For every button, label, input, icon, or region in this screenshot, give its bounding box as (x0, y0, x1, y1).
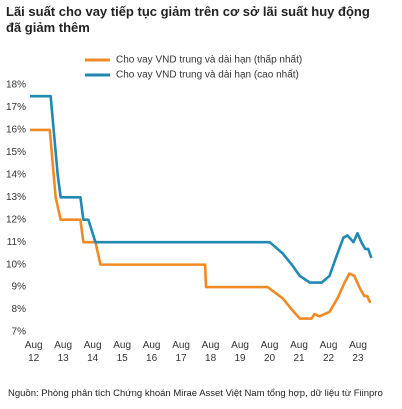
y-tick-label: 14% (6, 169, 26, 180)
source-note: Nguồn: Phòng phân tích Chứng khoán Mirae… (8, 388, 383, 399)
y-tick-label: 12% (6, 214, 26, 225)
x-tick-label: Aug 13 (54, 340, 72, 364)
y-tick-label: 10% (6, 259, 26, 270)
y-tick-label: 17% (6, 102, 26, 113)
y-tick-label: 18% (6, 80, 26, 91)
x-tick-label-line: Aug (143, 340, 161, 351)
x-tick-label-line: 18 (205, 353, 217, 364)
x-tick-label-line: Aug (84, 340, 102, 351)
x-tick-label-line: 21 (293, 353, 305, 364)
x-tick-label-line: 12 (28, 353, 40, 364)
legend-label: Cho vay VND trung và dài hạn (cao nhất) (116, 69, 299, 81)
x-tick-label-line: 13 (58, 353, 70, 364)
x-tick-label: Aug 18 (202, 340, 220, 364)
x-tick-label-line: Aug (202, 340, 220, 351)
x-tick-label: Aug 16 (143, 340, 161, 364)
y-tick-label: 15% (6, 147, 26, 158)
x-tick-label-line: 15 (117, 353, 129, 364)
x-tick-label-line: 23 (352, 353, 364, 364)
x-tick-label-line: Aug (320, 340, 338, 351)
series-line (30, 128, 372, 320)
y-tick-label: 16% (6, 125, 26, 136)
series-line (30, 94, 373, 284)
x-tick-label-line: 16 (146, 353, 158, 364)
x-tick-label-line: Aug (231, 340, 249, 351)
x-tick-label-line: 17 (176, 353, 188, 364)
x-tick-label-line: 19 (235, 353, 247, 364)
x-tick-label: Aug 23 (349, 340, 367, 364)
x-tick-label-line: Aug (349, 340, 367, 351)
x-tick-label: Aug 17 (172, 340, 190, 364)
y-tick-label: 13% (6, 192, 26, 203)
x-tick-label: Aug 19 (231, 340, 249, 364)
x-tick-label-line: Aug (54, 340, 72, 351)
x-tick-label-line: Aug (261, 340, 279, 351)
x-tick-label-line: Aug (113, 340, 131, 351)
x-tick-label-line: Aug (25, 340, 43, 351)
chart-title: Lãi suất cho vay tiếp tục giảm trên cơ s… (6, 4, 370, 35)
x-tick-label-line: 22 (323, 353, 335, 364)
x-tick-label-line: 20 (264, 353, 276, 364)
x-tick-label: Aug 22 (320, 340, 338, 364)
x-tick-label-line: 14 (87, 353, 99, 364)
y-tick-label: 11% (7, 237, 26, 248)
y-tick-label: 7% (12, 327, 27, 338)
x-tick-label: Aug 14 (84, 340, 102, 364)
x-tick-label: Aug 15 (113, 340, 131, 364)
x-tick-label: Aug 21 (290, 340, 308, 364)
legend-label: Cho vay VND trung và dài hạn (thấp nhất) (116, 54, 302, 66)
x-tick-label-line: Aug (290, 340, 308, 351)
y-tick-label: 9% (12, 282, 27, 293)
x-tick-label: Aug 12 (25, 340, 43, 364)
y-tick-label: 8% (12, 304, 27, 315)
x-tick-label: Aug 20 (261, 340, 279, 364)
x-tick-label-line: Aug (172, 340, 190, 351)
